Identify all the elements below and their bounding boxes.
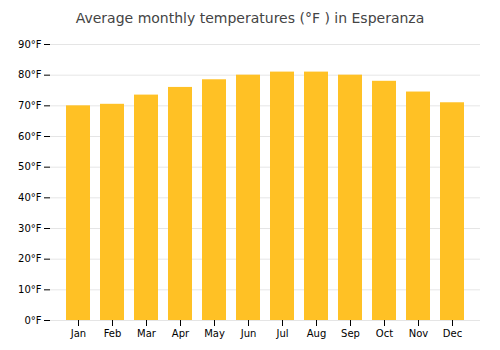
svg-text:Sep: Sep bbox=[341, 328, 360, 339]
svg-text:Nov: Nov bbox=[409, 328, 429, 339]
svg-text:Jul: Jul bbox=[275, 328, 288, 339]
svg-text:Dec: Dec bbox=[443, 328, 462, 339]
svg-text:Apr: Apr bbox=[172, 328, 190, 339]
svg-text:Oct: Oct bbox=[376, 328, 393, 339]
svg-text:0°F: 0°F bbox=[24, 315, 41, 326]
svg-text:40°F: 40°F bbox=[18, 192, 42, 203]
svg-text:Mar: Mar bbox=[137, 328, 157, 339]
svg-text:20°F: 20°F bbox=[18, 253, 42, 264]
svg-text:70°F: 70°F bbox=[18, 100, 42, 111]
svg-text:80°F: 80°F bbox=[18, 69, 42, 80]
svg-text:Jan: Jan bbox=[70, 328, 86, 339]
svg-text:30°F: 30°F bbox=[18, 223, 42, 234]
svg-text:50°F: 50°F bbox=[18, 161, 42, 172]
svg-text:Feb: Feb bbox=[104, 328, 122, 339]
svg-text:90°F: 90°F bbox=[18, 39, 42, 50]
svg-text:Aug: Aug bbox=[307, 328, 327, 339]
svg-text:Jun: Jun bbox=[240, 328, 257, 339]
svg-text:May: May bbox=[204, 328, 225, 339]
svg-text:60°F: 60°F bbox=[18, 131, 42, 142]
html-text:Average monthly temperatures (: Average monthly temperatures (°F ) in Es… bbox=[75, 10, 425, 26]
svg-text:10°F: 10°F bbox=[18, 284, 42, 295]
